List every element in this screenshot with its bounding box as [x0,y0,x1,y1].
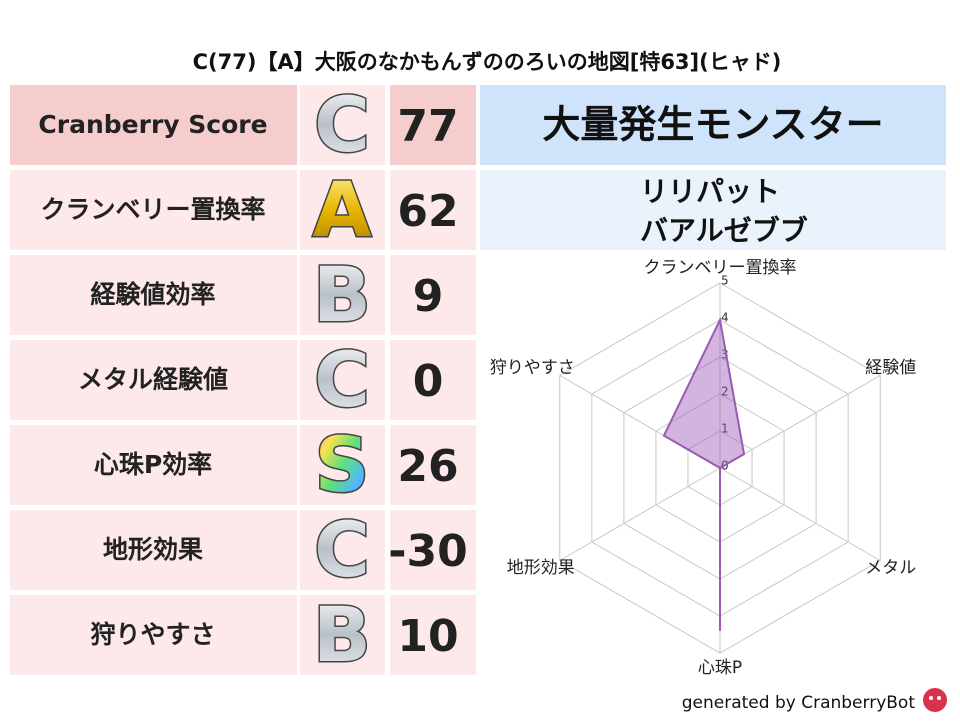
score-cell [390,510,476,590]
score: 26 [397,441,458,492]
row-label: 経験値効率 [90,280,215,309]
label-cell [10,595,297,675]
grade-cell [300,340,385,420]
grade-cell [300,170,385,250]
axis-label: 狩りやすさ [490,358,575,378]
spoke [559,467,721,561]
score-cell [390,170,476,250]
grade: C [314,505,370,594]
grade: B [313,250,371,339]
r-tick-label: 4 [721,311,729,325]
score: 77 [397,101,458,152]
bot-icon [923,688,947,712]
axis-label: クランベリー置換率 [644,258,797,278]
monster-name: リリパット [640,175,780,208]
grade: A [313,165,372,254]
axis-label: 経験値 [865,358,916,378]
bot-icon-eye [929,696,933,700]
monster-header: 大量発生モンスター [542,103,883,147]
label-cell [10,340,297,420]
row-label: 狩りやすさ [90,620,215,649]
score: 62 [397,186,458,237]
score-cell [390,425,476,505]
score-cell [390,595,476,675]
r-tick-label: 5 [721,274,729,288]
r-tick-label: 2 [721,385,729,399]
row-label: Cranberry Score [38,110,267,139]
spoke [719,375,881,469]
row-label: 地形効果 [103,535,203,564]
axis-label: メタル [865,558,916,578]
grade-cell [300,255,385,335]
label-cell [10,510,297,590]
grade: C [314,335,370,424]
score: 10 [397,611,458,662]
score-cell [390,340,476,420]
label-cell [10,255,297,335]
row-label: 心珠P効率 [94,450,212,479]
axis-label: 心珠P [698,658,742,678]
row-label: クランベリー置換率 [40,195,265,224]
score-cell [390,255,476,335]
grade: B [313,590,371,679]
label-cell [10,85,297,165]
spoke [719,467,881,561]
grade-cell [300,425,385,505]
label-cell [10,170,297,250]
score-cell [390,85,476,165]
score: 9 [413,271,444,322]
grade-cell [300,510,385,590]
footer: generated by CranberryBot [682,693,916,713]
radar-area [662,316,746,631]
monster-header-bg [480,85,946,165]
monster-name: バアルゼブブ [640,214,808,247]
score: -30 [388,526,468,577]
label-cell [10,425,297,505]
grade-cell [300,595,385,675]
grade: S [315,420,370,509]
r-tick-label: 3 [721,348,729,362]
grade-cell [300,85,385,165]
score: 0 [413,356,444,407]
r-tick-label: 1 [721,422,729,436]
axis-label: 地形効果 [507,558,575,578]
bot-icon-eye [937,696,941,700]
grade: C [314,80,370,169]
monster-list-bg [480,170,946,250]
title: C(77)【A】大阪のなかもんずののろいの地図[特63](ヒャド) [193,50,782,74]
row-label: メタル経験値 [78,365,228,394]
